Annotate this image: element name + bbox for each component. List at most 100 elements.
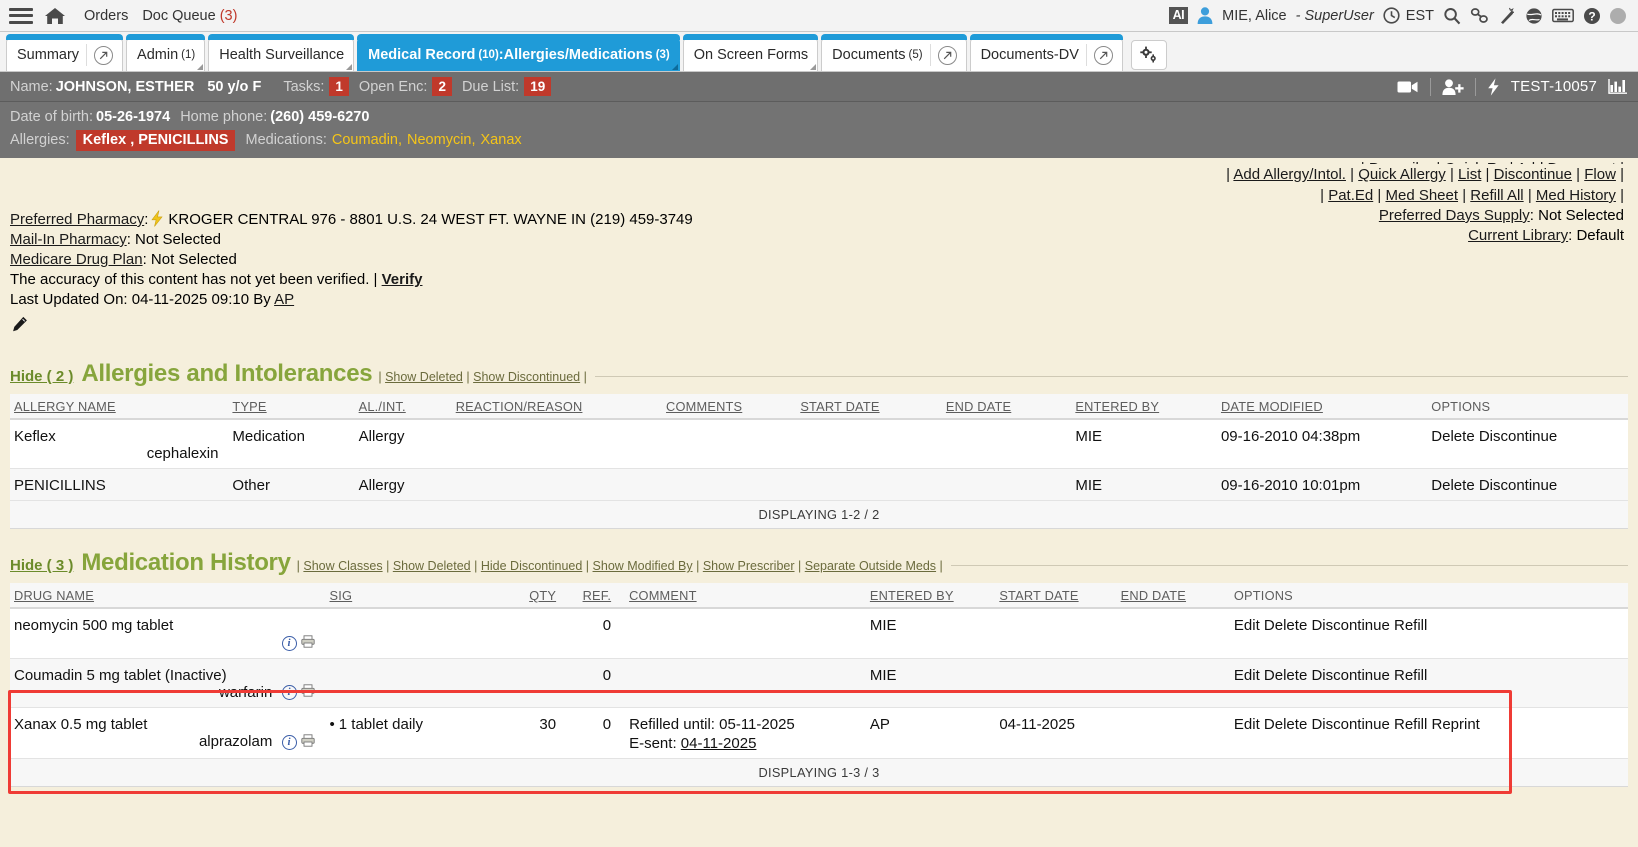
print-icon[interactable]	[300, 684, 316, 701]
discontinue-link[interactable]: Discontinue	[1493, 166, 1572, 183]
esent-date-link[interactable]: 04-11-2025	[680, 735, 757, 753]
tab-dropdown-corner-icon[interactable]	[810, 64, 817, 70]
gear-settings-icon[interactable]	[1130, 40, 1167, 70]
info-icon[interactable]: i	[281, 685, 297, 701]
tab-dropdown-corner-icon[interactable]	[197, 64, 204, 70]
lightning-bolt-icon[interactable]	[1487, 77, 1500, 96]
drug-options[interactable]: Edit Delete Discontinue Refill	[1229, 658, 1628, 709]
show-classes-link[interactable]: Show Classes	[303, 559, 383, 573]
print-icon[interactable]	[300, 634, 316, 652]
tab-dropdown-corner-icon[interactable]	[671, 64, 678, 70]
col-end-date[interactable]: END DATE	[1116, 583, 1230, 609]
keyboard-icon[interactable]	[1552, 8, 1574, 23]
due-list-count-badge[interactable]: 19	[524, 77, 552, 96]
open-enc-count-badge[interactable]: 2	[432, 77, 452, 96]
pat-ed-link[interactable]: Pat.Ed	[1328, 187, 1374, 204]
clock-icon[interactable]	[1383, 7, 1400, 24]
bar-chart-icon[interactable]	[1608, 78, 1628, 95]
tab-admin[interactable]: Admin (1)	[126, 34, 206, 71]
video-camera-icon[interactable]	[1397, 80, 1419, 94]
col-type[interactable]: TYPE	[228, 394, 355, 420]
allergies-show-deleted-link[interactable]: Show Deleted	[385, 370, 463, 384]
help-icon[interactable]: ?	[1583, 7, 1601, 25]
refill-all-link[interactable]: Refill All	[1470, 187, 1524, 204]
col-start-date[interactable]: START DATE	[995, 583, 1117, 609]
med-history-link[interactable]: Med History	[1535, 187, 1616, 204]
col-end-date[interactable]: END DATE	[941, 394, 1072, 420]
external-link-icon[interactable]	[937, 45, 957, 65]
col-comment[interactable]: COMMENT	[615, 583, 866, 609]
table-row[interactable]: Coumadin 5 mg tablet (Inactive) warfarin…	[10, 658, 1628, 709]
magic-wand-icon[interactable]	[1498, 7, 1516, 25]
hamburger-menu-icon[interactable]	[8, 6, 34, 26]
col-start-date[interactable]: START DATE	[796, 394, 942, 420]
medicare-drug-plan-label[interactable]: Medicare Drug Plan	[10, 251, 143, 268]
status-dot-icon[interactable]	[1610, 7, 1626, 24]
tab-summary[interactable]: Summary	[6, 34, 124, 71]
col-drug-name[interactable]: DRUG NAME	[10, 583, 326, 609]
add-patient-icon[interactable]	[1442, 78, 1464, 95]
add-document-link[interactable]: Add Document	[1517, 160, 1616, 164]
allergies-hide-toggle[interactable]: Hide ( 2 )	[10, 368, 74, 385]
medication-neomycin-link[interactable]: Neomycin,	[407, 132, 476, 148]
drug-options[interactable]: Edit Delete Discontinue Refill	[1229, 608, 1628, 659]
verify-link[interactable]: Verify	[381, 271, 423, 288]
tab-medical-record[interactable]: Medical Record (10) :Allergies/Medicatio…	[357, 34, 680, 71]
med-sheet-link[interactable]: Med Sheet	[1385, 187, 1459, 204]
tab-dropdown-corner-icon[interactable]	[346, 64, 353, 70]
medication-xanax-link[interactable]: Xanax	[480, 132, 522, 148]
list-link[interactable]: List	[1458, 166, 1482, 183]
hide-discontinued-link[interactable]: Hide Discontinued	[480, 559, 583, 573]
topnav-orders[interactable]: Orders	[84, 8, 128, 24]
prescribe-link[interactable]: Prescribe	[1369, 160, 1432, 164]
add-allergy-intol-link[interactable]: Add Allergy/Intol.	[1233, 166, 1346, 183]
info-icon[interactable]: i	[281, 734, 297, 750]
table-row[interactable]: Xanax 0.5 mg tablet alprazolam i	[10, 707, 1628, 760]
allergies-chip[interactable]: Keflex , PENICILLINS	[75, 130, 236, 151]
external-link-icon[interactable]	[1093, 45, 1113, 65]
tab-on-screen-forms[interactable]: On Screen Forms	[682, 34, 819, 71]
table-row[interactable]: PENICILLINS Other Allergy MIE 09-16-2010…	[10, 468, 1628, 501]
ai-badge[interactable]: AI	[1168, 7, 1189, 24]
separate-outside-meds-link[interactable]: Separate Outside Meds	[804, 559, 937, 573]
col-allergy-name[interactable]: ALLERGY NAME	[10, 394, 229, 420]
allergies-show-discontinued-link[interactable]: Show Discontinued	[473, 370, 581, 384]
col-qty[interactable]: QTY	[503, 583, 561, 609]
tab-documents-dv[interactable]: Documents-DV	[969, 34, 1124, 71]
col-ref[interactable]: REF.	[560, 583, 616, 609]
print-icon[interactable]	[300, 733, 316, 751]
allergy-options[interactable]: Delete Discontinue	[1427, 468, 1628, 501]
preferred-pharmacy-label[interactable]: Preferred Pharmacy	[10, 211, 145, 228]
med-show-deleted-link[interactable]: Show Deleted	[392, 559, 471, 573]
medications-hide-toggle[interactable]: Hide ( 3 )	[10, 557, 74, 574]
tasks-count-badge[interactable]: 1	[329, 77, 349, 96]
col-reaction-reason[interactable]: REACTION/REASON	[451, 394, 663, 420]
col-sig[interactable]: SIG	[325, 583, 504, 609]
quick-rx-link[interactable]: Quick Rx	[1444, 160, 1505, 164]
mailin-pharmacy-label[interactable]: Mail-In Pharmacy	[10, 231, 127, 248]
medication-coumadin-link[interactable]: Coumadin,	[331, 132, 403, 148]
table-row[interactable]: neomycin 500 mg tablet i	[10, 608, 1628, 659]
tab-documents[interactable]: Documents (5)	[821, 34, 967, 71]
drug-options[interactable]: Edit Delete Discontinue Refill Reprint	[1229, 707, 1628, 760]
col-entered-by[interactable]: ENTERED BY	[1071, 394, 1217, 420]
show-modified-by-link[interactable]: Show Modified By	[592, 559, 693, 573]
link-chain-icon[interactable]	[1470, 7, 1489, 24]
tab-health-surveillance[interactable]: Health Surveillance	[208, 34, 355, 71]
quick-allergy-link[interactable]: Quick Allergy	[1358, 166, 1446, 183]
show-prescriber-link[interactable]: Show Prescriber	[702, 559, 795, 573]
pencil-edit-icon[interactable]	[10, 310, 1379, 338]
col-al-int[interactable]: AL./INT.	[354, 394, 452, 420]
col-date-modified[interactable]: DATE MODIFIED	[1216, 394, 1428, 420]
table-row[interactable]: Keflex cephalexin Medication Allergy MIE…	[10, 419, 1628, 469]
globe-icon[interactable]	[1525, 7, 1543, 25]
external-link-icon[interactable]	[94, 45, 114, 65]
col-entered-by[interactable]: ENTERED BY	[865, 583, 996, 609]
home-icon[interactable]	[44, 6, 66, 26]
flow-link[interactable]: Flow	[1584, 166, 1616, 183]
col-comments[interactable]: COMMENTS	[662, 394, 797, 420]
info-icon[interactable]: i	[281, 635, 297, 651]
user-avatar-icon[interactable]	[1197, 7, 1213, 24]
search-icon[interactable]	[1443, 7, 1461, 25]
current-library-label[interactable]: Current Library	[1468, 227, 1569, 244]
